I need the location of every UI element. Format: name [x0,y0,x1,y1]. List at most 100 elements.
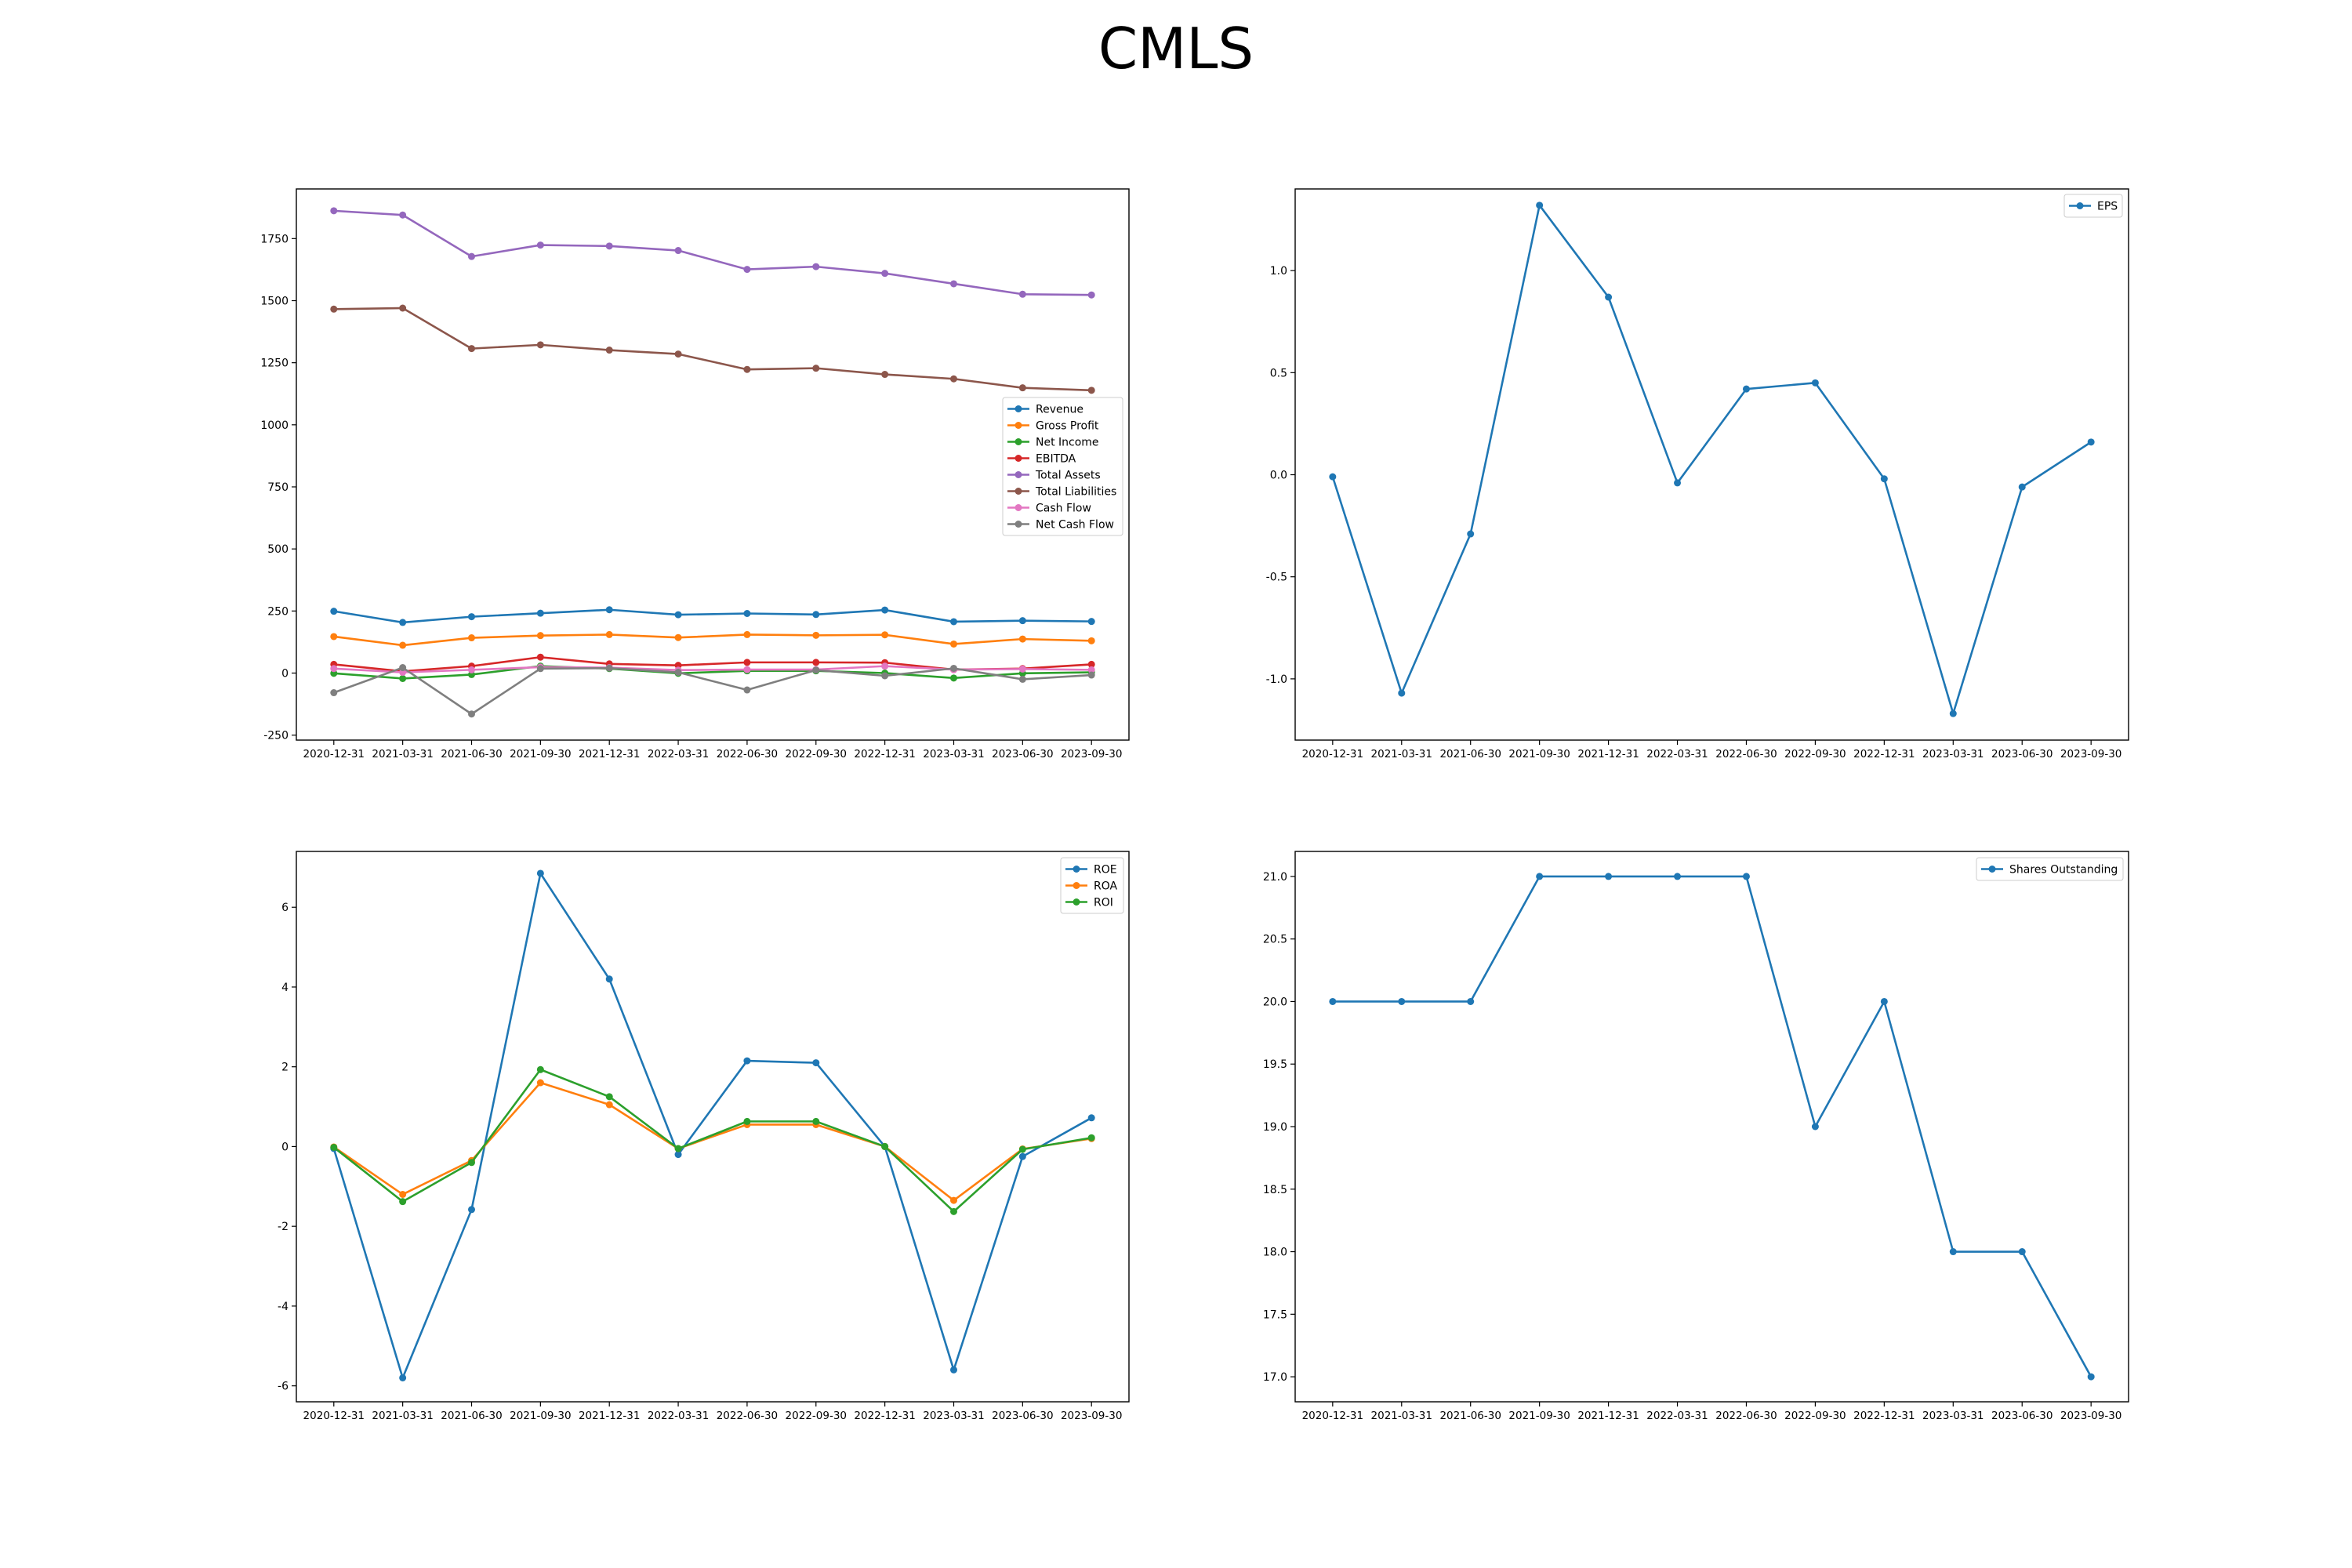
financials-data-point-net-cash-flow [536,665,544,673]
eps-ytick-label: -0.5 [1266,572,1287,584]
ratios-ytick-label: 2 [281,1062,289,1074]
ratios-data-point-roe [468,1206,476,1214]
ratios-data-point-roi [1018,1145,1026,1153]
financials-data-point-gross-profit [812,631,820,639]
financials-legend-box [1002,397,1123,536]
ratios-data-point-roi [536,1065,544,1073]
financials-data-point-total-assets [605,242,613,250]
financials-series-line-total-assets [333,209,1092,296]
financials-data-point-gross-profit [881,631,889,639]
shares-chart: 17.0 17.5 18.0 18.5 19.0 19.5 20.0 20.5 21.0 2020… [1263,851,2129,1422]
financials-data-point-net-income [949,674,957,682]
ratios-xtick-label: 2021-09-30 [510,1410,571,1422]
eps-data-point-eps [1605,293,1613,301]
shares-data-point-shares-outstanding [1467,997,1475,1005]
ratios-xtick-label: 2022-06-30 [717,1410,778,1422]
eps-xtick-label: 2022-09-30 [1784,748,1846,760]
financials-legend-label-ebitda: EBITDA [1036,453,1076,466]
financials-data-point-revenue [881,606,889,614]
financials-data-point-net-cash-flow [330,689,338,697]
financials-data-point-revenue [399,619,407,626]
ratios-data-point-roa [536,1079,544,1087]
financials-data-point-ebitda [1087,660,1095,668]
financials-data-point-net-cash-flow [743,686,751,694]
eps-legend-label-eps: EPS [2097,201,2118,213]
eps-xtick-label: 2021-06-30 [1439,748,1501,760]
financials-data-point-revenue [536,609,544,617]
shares-xtick-label: 2023-09-30 [2060,1410,2122,1422]
financials-data-point-gross-profit [468,634,476,642]
financials-ytick-label: 1000 [260,419,289,432]
ratios-ytick-label: 6 [281,902,289,914]
financials-data-point-gross-profit [399,641,407,649]
financials-data-point-revenue [1018,617,1026,625]
shares-legend-marker-shares-outstanding [1988,866,1996,873]
shares-ytick-label: 20.0 [1263,996,1287,1008]
financials-data-point-ebitda [812,659,820,666]
eps-data-point-eps [1811,379,1819,387]
financials-data-point-total-assets [536,241,544,249]
shares-data-point-shares-outstanding [1398,997,1406,1005]
ratios-data-point-roi [468,1159,476,1167]
shares-data-point-shares-outstanding [2018,1248,2026,1256]
ratios-legend-marker-roa [1073,882,1080,889]
financials-data-point-net-cash-flow [468,710,476,718]
financials-legend-label-revenue: Revenue [1036,404,1083,416]
financials-data-point-net-cash-flow [674,669,682,677]
financials-series-line-gross-profit [333,633,1092,647]
financials-ytick-label: 0 [281,668,289,681]
eps-xtick-label: 2023-06-30 [1991,748,2053,760]
financials-data-point-cash-flow [1087,666,1095,673]
financials-legend-marker-net-cash-flow [1014,521,1022,528]
financials-data-point-total-liabilities [674,350,682,358]
financials-ytick-label: 1750 [260,233,289,245]
financials-data-point-net-cash-flow [605,664,613,672]
ratios-legend-marker-roe [1073,866,1080,873]
ratios-axes-frame [296,851,1130,1403]
shares-xtick-label: 2021-06-30 [1439,1410,1501,1422]
ratios-data-point-roe [1018,1152,1026,1160]
ratios-xtick-label: 2022-12-31 [854,1410,915,1422]
shares-data-point-shares-outstanding [1605,873,1613,880]
shares-data-point-shares-outstanding [1674,873,1682,880]
financials-data-point-total-liabilities [881,371,889,379]
financials-xtick-label: 2022-09-30 [786,748,847,760]
financials-series-line-net-income [333,665,1092,680]
financials-data-point-net-cash-flow [812,666,820,674]
financials-data-point-total-assets [674,247,682,255]
financials-data-point-cash-flow [1018,665,1026,673]
ratios-data-point-roe [743,1057,751,1065]
ratios-xtick-label: 2020-12-31 [303,1410,365,1422]
shares-xtick-label: 2023-06-30 [1991,1410,2053,1422]
shares-xtick-label: 2022-03-31 [1646,1410,1708,1422]
financials-legend-label-net-cash-flow: Net Cash Flow [1036,519,1114,532]
financials-legend-label-cash-flow: Cash Flow [1036,503,1091,515]
financials-data-point-total-liabilities [743,365,751,373]
ratios-data-point-roe [949,1366,957,1374]
financials-data-point-total-assets [468,252,476,260]
financials-data-point-total-liabilities [812,365,820,372]
financials-series-line-net-cash-flow [333,666,1092,716]
ratios-xtick-label: 2022-03-31 [648,1410,709,1422]
financials-ytick-label: -250 [263,730,289,742]
ratios-data-point-roi [949,1207,957,1215]
eps-data-point-eps [1398,689,1406,697]
eps-xtick-label: 2020-12-31 [1302,748,1363,760]
eps-legend-box [2063,194,2123,218]
shares-axes-frame [1294,851,2129,1403]
financials-data-point-gross-profit [330,633,338,641]
shares-ytick-label: 18.0 [1263,1247,1287,1259]
ratios-data-point-roe [812,1059,820,1067]
financials-data-point-total-assets [881,270,889,278]
financials-data-point-net-cash-flow [949,664,957,672]
financials-data-point-total-liabilities [330,305,338,313]
financials-xtick-label: 2021-03-31 [372,748,433,760]
ratios-series-line-roi [332,1068,1092,1213]
ratios-data-point-roi [399,1198,407,1206]
eps-data-point-eps [2087,438,2095,446]
eps-data-point-eps [1949,710,1957,717]
financials-data-point-total-liabilities [1087,387,1095,394]
financials-data-point-net-income [399,674,407,682]
ratios-legend-label-roa: ROA [1094,880,1118,893]
financials-data-point-cash-flow [330,665,338,673]
